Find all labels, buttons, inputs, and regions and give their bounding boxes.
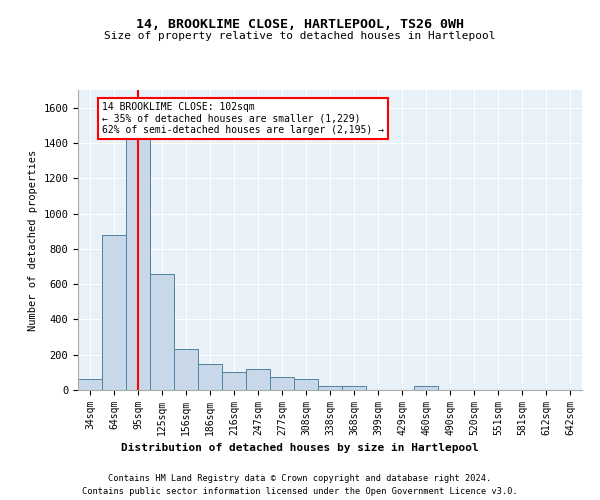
Bar xyxy=(126,118,150,390)
Bar xyxy=(150,274,174,390)
Bar xyxy=(342,386,366,390)
Text: 14 BROOKLIME CLOSE: 102sqm
← 35% of detached houses are smaller (1,229)
62% of s: 14 BROOKLIME CLOSE: 102sqm ← 35% of deta… xyxy=(102,102,384,135)
Text: Contains public sector information licensed under the Open Government Licence v3: Contains public sector information licen… xyxy=(82,488,518,496)
Text: Size of property relative to detached houses in Hartlepool: Size of property relative to detached ho… xyxy=(104,31,496,41)
Bar xyxy=(222,372,246,390)
Bar xyxy=(318,386,342,390)
Bar xyxy=(414,386,438,390)
Bar xyxy=(174,350,198,390)
Bar xyxy=(246,369,270,390)
Bar xyxy=(198,364,222,390)
Y-axis label: Number of detached properties: Number of detached properties xyxy=(28,150,38,330)
Bar xyxy=(270,377,294,390)
Bar xyxy=(78,380,102,390)
Text: 14, BROOKLIME CLOSE, HARTLEPOOL, TS26 0WH: 14, BROOKLIME CLOSE, HARTLEPOOL, TS26 0W… xyxy=(136,18,464,30)
Text: Distribution of detached houses by size in Hartlepool: Distribution of detached houses by size … xyxy=(121,442,479,452)
Text: Contains HM Land Registry data © Crown copyright and database right 2024.: Contains HM Land Registry data © Crown c… xyxy=(109,474,491,483)
Bar xyxy=(102,234,126,390)
Bar xyxy=(294,380,318,390)
